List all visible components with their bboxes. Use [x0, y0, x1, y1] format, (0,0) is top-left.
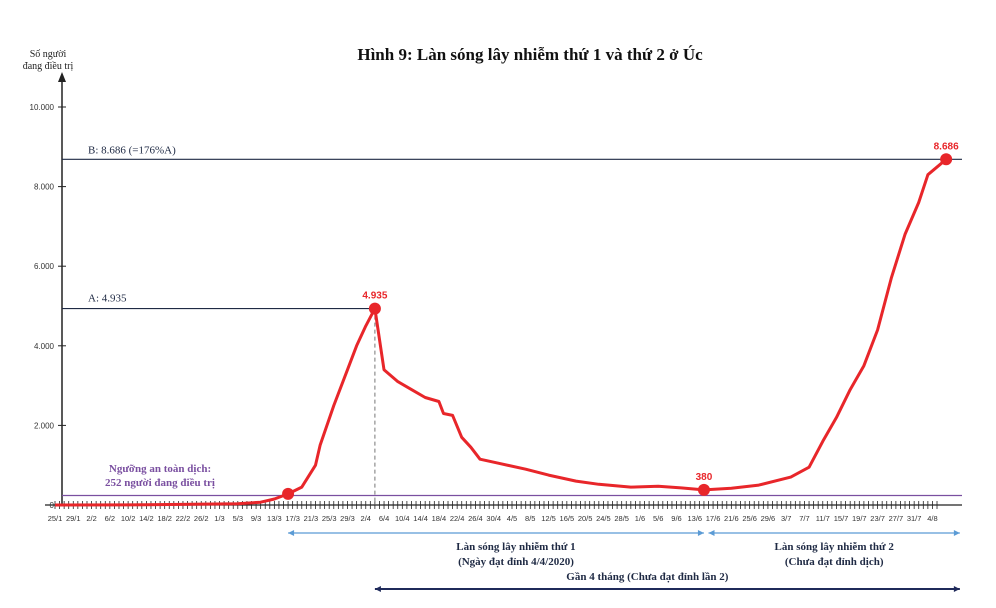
- x-tick-label: 9/3: [251, 514, 261, 523]
- x-tick-label: 29/1: [66, 514, 81, 523]
- x-tick-label: 23/7: [870, 514, 885, 523]
- x-tick-label: 2/2: [86, 514, 96, 523]
- y-axis-label-line1: Số người: [30, 49, 67, 60]
- x-tick-label: 13/3: [267, 514, 282, 523]
- x-tick-label: 19/7: [852, 514, 867, 523]
- wave1-label-line1: Làn sóng lây nhiễm thứ 1: [456, 541, 575, 553]
- gap-span-left-arrow-icon: [374, 586, 381, 592]
- x-tick-label: 21/6: [724, 514, 739, 523]
- y-tick-label: 0: [50, 501, 55, 510]
- x-tick-label: 17/6: [706, 514, 721, 523]
- marker-label: 4.935: [362, 291, 387, 302]
- y-tick-label: 10.000: [30, 103, 55, 112]
- x-tick-label: 30/4: [486, 514, 501, 523]
- x-tick-label: 22/2: [176, 514, 191, 523]
- marker-point: [940, 153, 953, 166]
- x-tick-label: 13/6: [687, 514, 702, 523]
- reference-label-a: A: 4.935: [88, 293, 127, 305]
- chart-title: Hình 9: Làn sóng lây nhiễm thứ 1 và thứ …: [357, 45, 703, 64]
- x-tick-label: 22/4: [450, 514, 465, 523]
- reference-label-b: B: 8.686 (=176%A): [88, 144, 176, 156]
- x-tick-label: 11/7: [816, 514, 830, 523]
- gap-span-right-arrow-icon: [953, 586, 960, 592]
- x-tick-label: 1/6: [635, 514, 645, 523]
- x-tick-label: 18/4: [432, 514, 447, 523]
- x-tick-label: 4/8: [927, 514, 937, 523]
- x-tick-label: 2/4: [361, 514, 371, 523]
- wave2-label-line2: (Chưa đạt đỉnh dịch): [785, 556, 884, 568]
- wave1-span-right-arrow-icon: [697, 530, 704, 536]
- y-axis-label-line2: đang điều trị: [23, 61, 74, 72]
- x-tick-label: 8/5: [525, 514, 535, 523]
- y-tick-label: 4.000: [34, 342, 55, 351]
- x-tick-label: 29/3: [340, 514, 355, 523]
- x-tick-label: 3/7: [781, 514, 791, 523]
- marker-point: [282, 487, 295, 500]
- x-tick-label: 12/5: [541, 514, 556, 523]
- x-tick-label: 28/5: [614, 514, 629, 523]
- marker-label: 380: [696, 472, 713, 483]
- x-tick-label: 9/6: [671, 514, 681, 523]
- x-tick-label: 6/4: [379, 514, 389, 523]
- x-tick-label: 25/6: [742, 514, 757, 523]
- series-line: [54, 158, 948, 507]
- x-tick-label: 27/7: [889, 514, 904, 523]
- y-tick-label: 2.000: [34, 421, 55, 430]
- x-tick-label: 14/4: [413, 514, 428, 523]
- x-tick-label: 5/6: [653, 514, 663, 523]
- x-tick-label: 18/2: [157, 514, 172, 523]
- x-tick-label: 6/2: [105, 514, 115, 523]
- x-tick-label: 26/2: [194, 514, 209, 523]
- x-tick-label: 21/3: [304, 514, 319, 523]
- x-tick-label: 16/5: [560, 514, 575, 523]
- wave1-label-line2: (Ngày đạt đỉnh 4/4/2020): [458, 556, 574, 568]
- y-axis-arrow-icon: [58, 72, 66, 82]
- threshold-label-line2: 252 người đang điều trị: [105, 477, 215, 489]
- x-tick-label: 29/6: [761, 514, 776, 523]
- marker-label: 8.686: [934, 141, 959, 152]
- y-tick-label: 8.000: [34, 183, 55, 192]
- x-tick-label: 5/3: [233, 514, 243, 523]
- x-tick-label: 7/7: [799, 514, 809, 523]
- x-tick-label: 10/2: [121, 514, 136, 523]
- wave1-span-left-arrow-icon: [288, 530, 295, 536]
- x-tick-label: 24/5: [596, 514, 611, 523]
- x-tick-label: 20/5: [578, 514, 593, 523]
- threshold-label-line1: Ngưỡng an toàn dịch:: [109, 463, 211, 475]
- x-tick-label: 17/3: [285, 514, 300, 523]
- y-tick-label: 6.000: [34, 262, 55, 271]
- marker-point: [368, 302, 381, 315]
- x-tick-label: 4/5: [507, 514, 517, 523]
- x-tick-label: 25/3: [322, 514, 337, 523]
- x-tick-label: 25/1: [48, 514, 63, 523]
- x-tick-label: 14/2: [139, 514, 154, 523]
- wave2-label-line1: Làn sóng lây nhiễm thứ 2: [774, 541, 894, 553]
- marker-point: [697, 483, 710, 496]
- x-tick-label: 31/7: [907, 514, 922, 523]
- gap-label: Gần 4 tháng (Chưa đạt đỉnh lần 2): [566, 571, 729, 583]
- x-tick-label: 10/4: [395, 514, 410, 523]
- wave2-span-left-arrow-icon: [708, 530, 715, 536]
- wave2-span-right-arrow-icon: [953, 530, 960, 536]
- x-tick-label: 15/7: [834, 514, 849, 523]
- x-tick-label: 1/3: [214, 514, 224, 523]
- x-tick-label: 26/4: [468, 514, 483, 523]
